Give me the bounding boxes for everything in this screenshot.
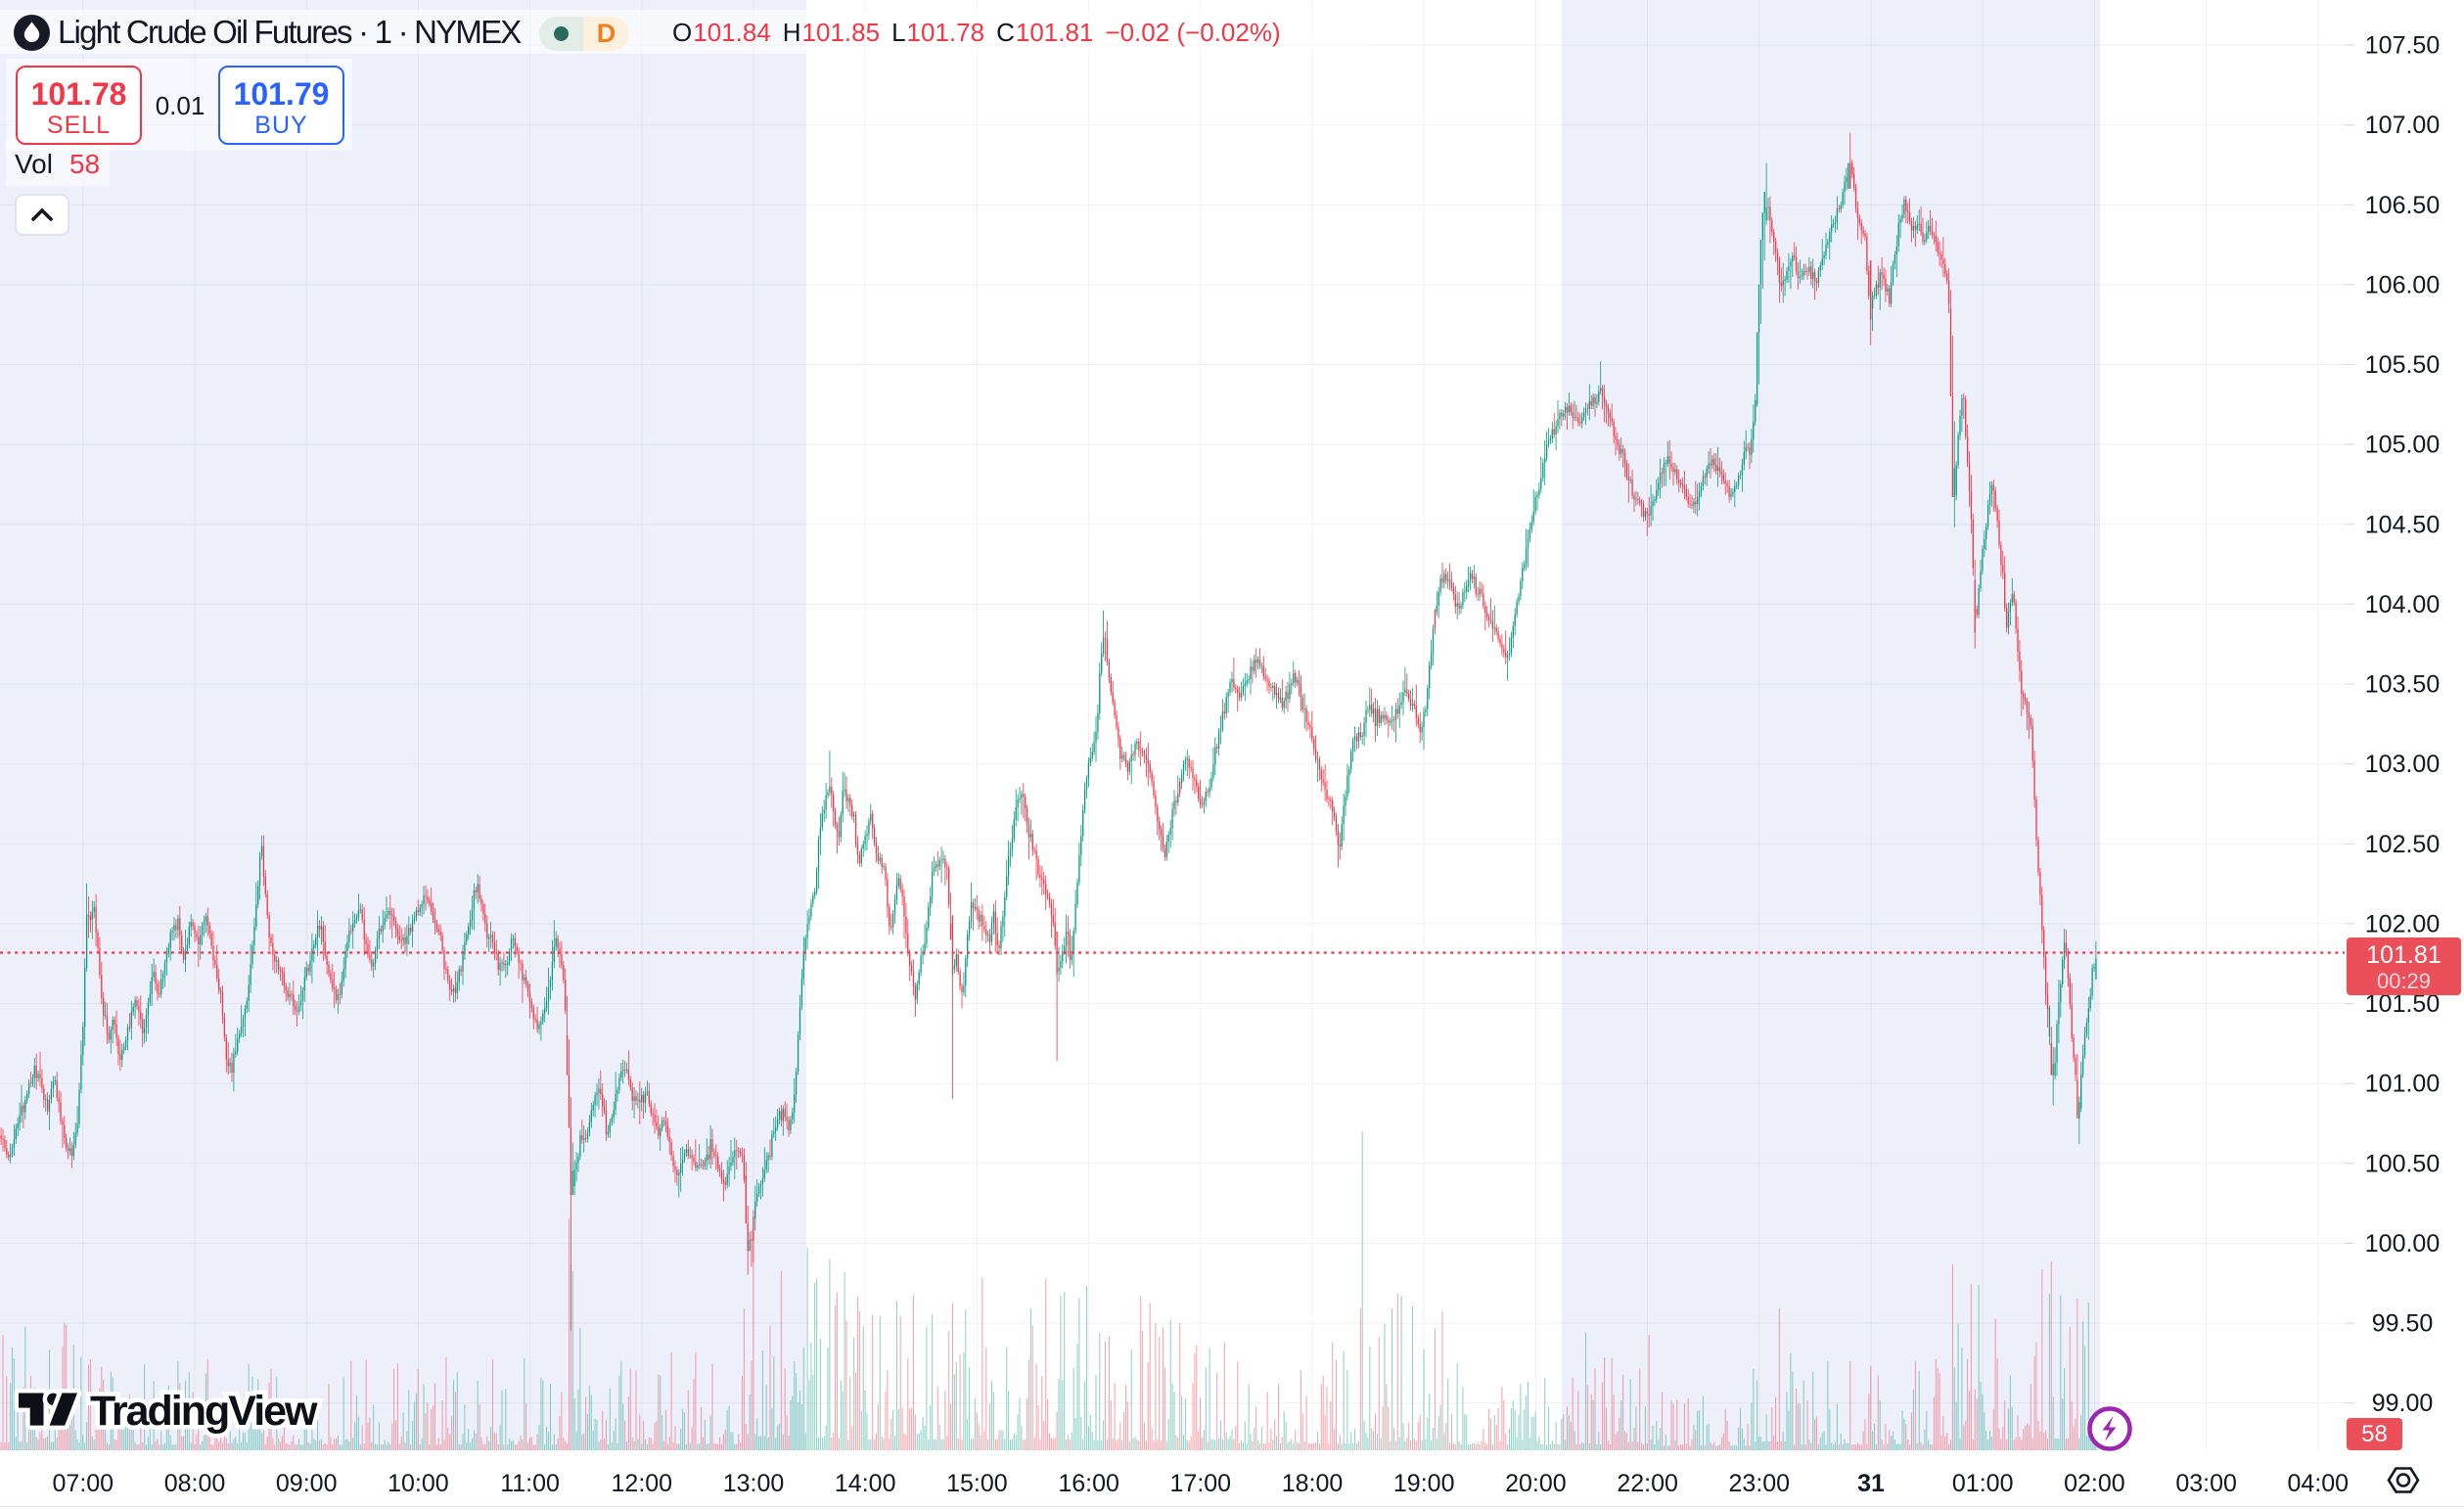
svg-text:22:00: 22:00 bbox=[1617, 1470, 1678, 1497]
svg-text:100.00: 100.00 bbox=[2365, 1230, 2440, 1258]
svg-text:16:00: 16:00 bbox=[1058, 1470, 1119, 1497]
svg-text:103.00: 103.00 bbox=[2365, 751, 2440, 778]
svg-text:17:00: 17:00 bbox=[1170, 1470, 1232, 1497]
svg-text:18:00: 18:00 bbox=[1282, 1470, 1344, 1497]
svg-text:104.00: 104.00 bbox=[2365, 591, 2440, 618]
svg-text:106.50: 106.50 bbox=[2365, 192, 2440, 219]
svg-text:12:00: 12:00 bbox=[612, 1470, 673, 1497]
svg-text:105.00: 105.00 bbox=[2365, 432, 2440, 459]
svg-text:07:00: 07:00 bbox=[53, 1470, 114, 1497]
svg-text:20:00: 20:00 bbox=[1505, 1470, 1567, 1497]
svg-text:23:00: 23:00 bbox=[1729, 1470, 1791, 1497]
svg-text:03:00: 03:00 bbox=[2175, 1470, 2237, 1497]
svg-text:19:00: 19:00 bbox=[1393, 1470, 1455, 1497]
svg-text:31: 31 bbox=[1857, 1470, 1885, 1497]
svg-text:105.50: 105.50 bbox=[2365, 351, 2440, 379]
svg-text:11:00: 11:00 bbox=[500, 1470, 560, 1497]
svg-text:102.50: 102.50 bbox=[2365, 831, 2440, 858]
svg-text:15:00: 15:00 bbox=[946, 1470, 1008, 1497]
svg-text:99.50: 99.50 bbox=[2372, 1310, 2434, 1338]
svg-text:09:00: 09:00 bbox=[276, 1470, 338, 1497]
svg-text:100.50: 100.50 bbox=[2365, 1150, 2440, 1177]
svg-text:103.50: 103.50 bbox=[2365, 671, 2440, 699]
svg-text:106.00: 106.00 bbox=[2365, 271, 2440, 298]
svg-text:102.00: 102.00 bbox=[2365, 910, 2440, 937]
svg-text:TradingView: TradingView bbox=[90, 1388, 318, 1435]
svg-text:99.00: 99.00 bbox=[2372, 1390, 2434, 1417]
svg-text:14:00: 14:00 bbox=[835, 1470, 896, 1497]
svg-text:13:00: 13:00 bbox=[723, 1470, 785, 1497]
svg-text:104.50: 104.50 bbox=[2365, 511, 2440, 538]
svg-text:101.00: 101.00 bbox=[2365, 1071, 2440, 1098]
svg-text:01:00: 01:00 bbox=[1952, 1470, 2014, 1497]
svg-text:107.50: 107.50 bbox=[2365, 32, 2440, 60]
svg-text:10:00: 10:00 bbox=[388, 1470, 449, 1497]
svg-text:02:00: 02:00 bbox=[2064, 1470, 2125, 1497]
svg-text:107.00: 107.00 bbox=[2365, 112, 2440, 139]
svg-text:04:00: 04:00 bbox=[2288, 1470, 2350, 1497]
svg-text:08:00: 08:00 bbox=[164, 1470, 226, 1497]
